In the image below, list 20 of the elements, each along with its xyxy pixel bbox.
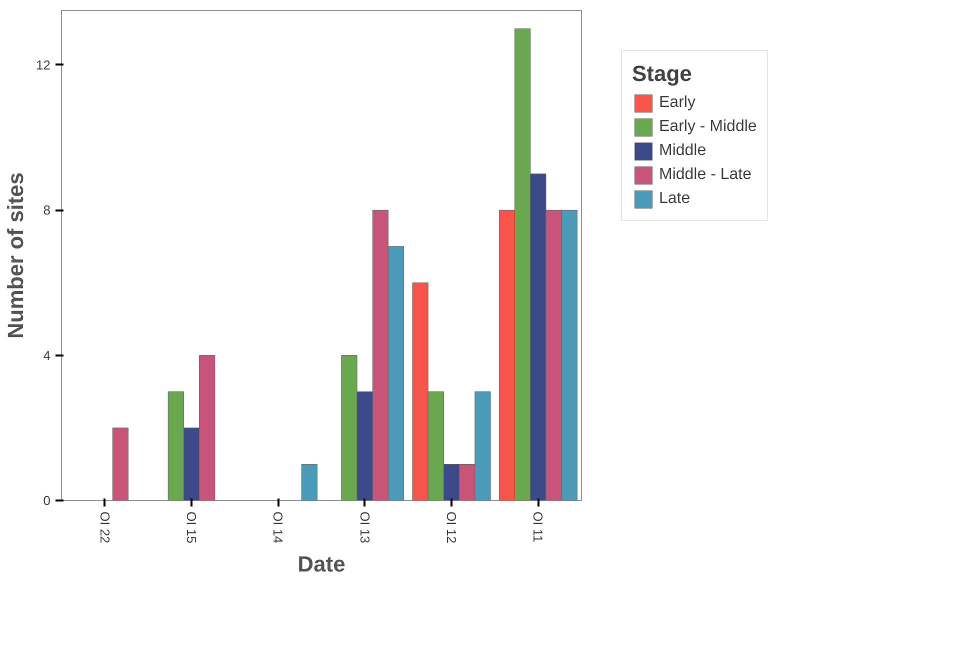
legend-label: Middle — [659, 142, 706, 160]
x-tick-label: OI 13 — [357, 512, 372, 544]
y-axis-title: Number of sites — [3, 172, 28, 339]
bar — [112, 428, 128, 500]
legend-label: Early — [659, 94, 696, 112]
legend-title: Stage — [632, 61, 693, 87]
y-tick-label: 4 — [43, 348, 51, 363]
x-axis-title: Date — [298, 551, 346, 576]
legend-label: Middle - Late — [659, 166, 752, 184]
y-tick-label: 12 — [36, 57, 51, 72]
legend-label: Late — [659, 190, 690, 208]
legend-label: Early - Middle — [659, 118, 757, 136]
x-tick-label: OI 12 — [444, 512, 459, 544]
x-tick-label: OI 14 — [270, 512, 286, 544]
x-tick-label: OI 11 — [530, 512, 546, 542]
x-tick-label: OI 22 — [97, 512, 112, 544]
x-tick-label: OI 15 — [184, 512, 199, 544]
y-tick-label: 8 — [43, 202, 51, 218]
bar — [301, 464, 318, 500]
y-tick-label: 0 — [43, 493, 51, 508]
